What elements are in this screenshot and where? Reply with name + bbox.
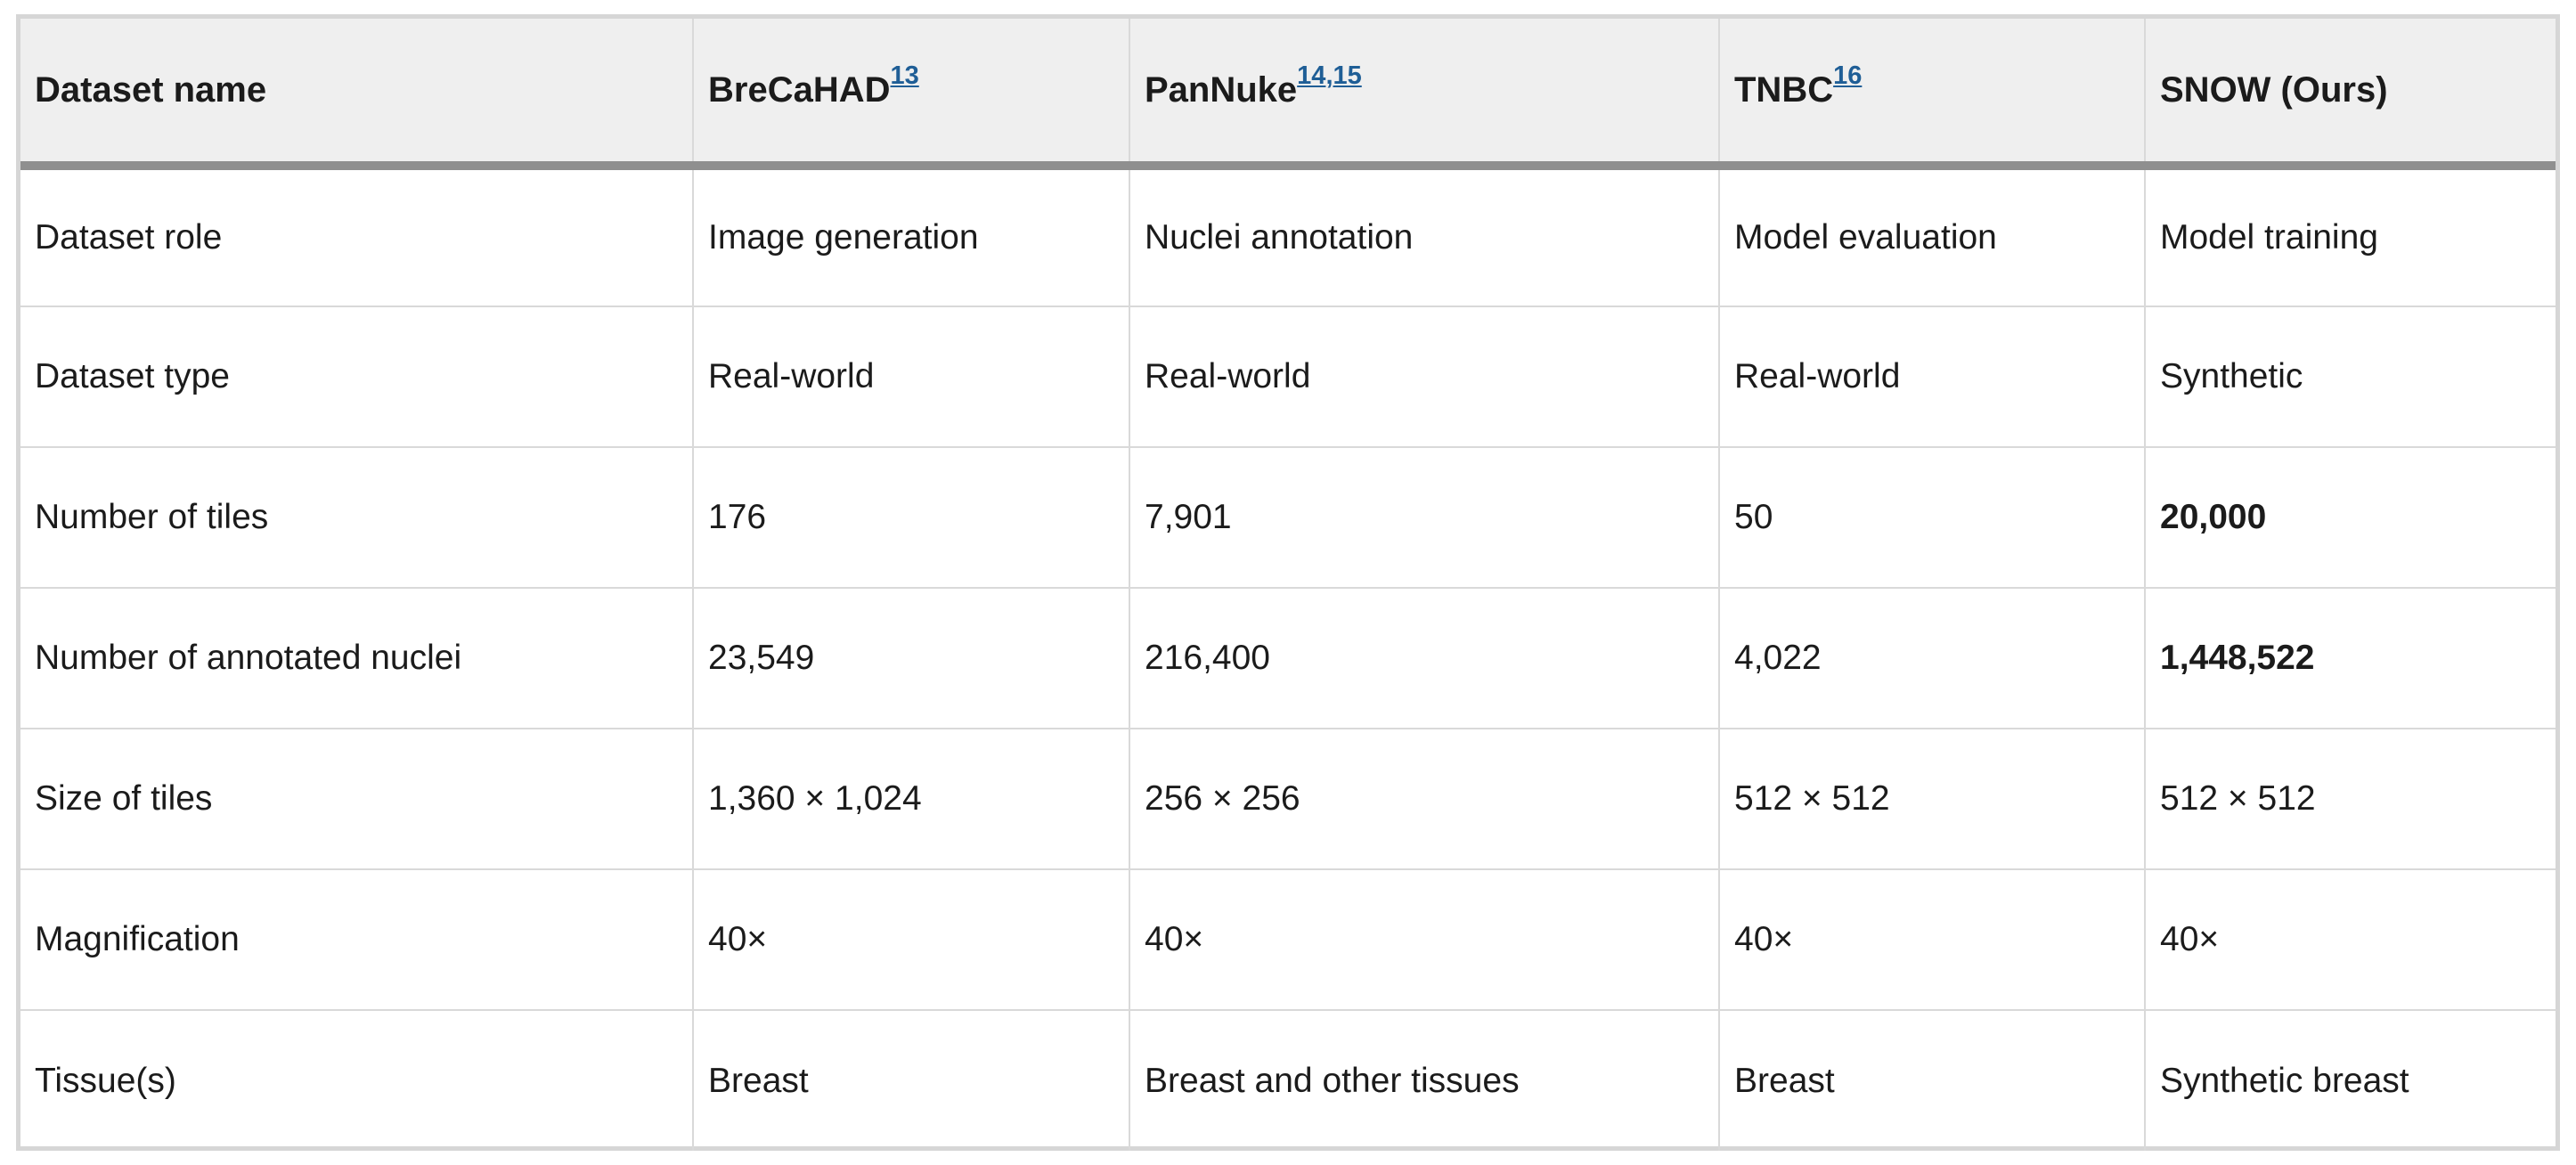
header-snow: SNOW (Ours)	[2144, 19, 2556, 170]
row-label: Dataset type	[20, 306, 693, 447]
table-row: Size of tiles 1,360 × 1,024 256 × 256 512 ×…	[20, 728, 2556, 869]
header-brecahad-label: BreCaHAD	[708, 69, 891, 110]
table-cell: Real-world	[1718, 306, 2145, 447]
table-row: Tissue(s) Breast Breast and other tissues B…	[20, 1009, 2556, 1151]
row-label: Dataset role	[35, 218, 223, 257]
table-cell: 1,360 × 1,024	[692, 728, 1129, 869]
table-cell: 20,000	[2144, 446, 2556, 588]
ref-separator: ,	[1325, 61, 1333, 90]
table-cell: Synthetic	[2144, 306, 2556, 447]
table-cell: 7,901	[1129, 446, 1719, 588]
table-cell: Breast and other tissues	[1129, 1009, 1719, 1151]
table-cell: 23,549	[692, 587, 1129, 729]
header-pannuke-label: PanNuke	[1145, 69, 1298, 110]
table-cell: Model training	[2144, 166, 2556, 306]
ref-13-link[interactable]: 13	[890, 61, 919, 90]
table-cell: 512 × 512	[2144, 728, 2556, 869]
table-cell: Model evaluation	[1718, 166, 2145, 306]
table-row: Dataset type Real-world Real-world Real-wor…	[20, 306, 2556, 447]
ref-14-link[interactable]: 14	[1297, 61, 1326, 90]
header-pannuke: PanNuke14,15	[1129, 19, 1719, 170]
row-label: Tissue(s)	[20, 1009, 693, 1151]
row-label: Number of tiles	[20, 446, 693, 588]
table-row: Magnification 40× 40× 40× 40×	[20, 868, 2556, 1010]
table-cell: 216,400	[1129, 587, 1719, 729]
table-cell: 176	[692, 446, 1129, 588]
table-row: Number of tiles 176 7,901 50 20,000	[20, 446, 2556, 588]
header-tnbc: TNBC16	[1718, 19, 2145, 170]
table-cell: Nuclei annotation	[1129, 166, 1719, 306]
ref-15-link[interactable]: 15	[1333, 61, 1362, 90]
table-cell: Real-world	[692, 306, 1129, 447]
table-cell: Breast	[1718, 1009, 2145, 1151]
table-cell: 40×	[692, 868, 1129, 1010]
dataset-comparison-table: Dataset name BreCaHAD13 PanNuke14,15 TNB…	[16, 14, 2560, 1151]
table-cell: 256 × 256	[1129, 728, 1719, 869]
table-cell: Breast	[692, 1009, 1129, 1151]
table-cell: 50	[1718, 446, 2145, 588]
header-brecahad: BreCaHAD13	[692, 19, 1129, 170]
table-cell: 40×	[1129, 868, 1719, 1010]
table-row: Dataset role Image generation Nuclei annot…	[20, 166, 2556, 306]
table-cell: 512 × 512	[1718, 728, 2145, 869]
header-tnbc-label: TNBC	[1734, 69, 1834, 110]
header-dataset-name: Dataset name	[20, 19, 693, 170]
table-row: Number of annotated nuclei 23,549 216,400 4…	[20, 587, 2556, 729]
row-label: Number of annotated nuclei	[20, 587, 693, 729]
table-cell: Synthetic breast	[2144, 1009, 2556, 1151]
row-label: Size of tiles	[20, 728, 693, 869]
table-cell: 4,022	[1718, 587, 2145, 729]
table-body: Dataset role Image generation Nuclei annot…	[20, 166, 2556, 1151]
table-cell: Real-world	[1129, 306, 1719, 447]
table-header-row: Dataset name BreCaHAD13 PanNuke14,15 TNB…	[20, 19, 2556, 170]
table-cell: Image generation	[692, 166, 1129, 306]
table-cell: 40×	[2144, 868, 2556, 1010]
table-cell: 1,448,522	[2144, 587, 2556, 729]
ref-16-link[interactable]: 16	[1833, 61, 1863, 90]
row-label: Magnification	[20, 868, 693, 1010]
table-cell: 40×	[1718, 868, 2145, 1010]
